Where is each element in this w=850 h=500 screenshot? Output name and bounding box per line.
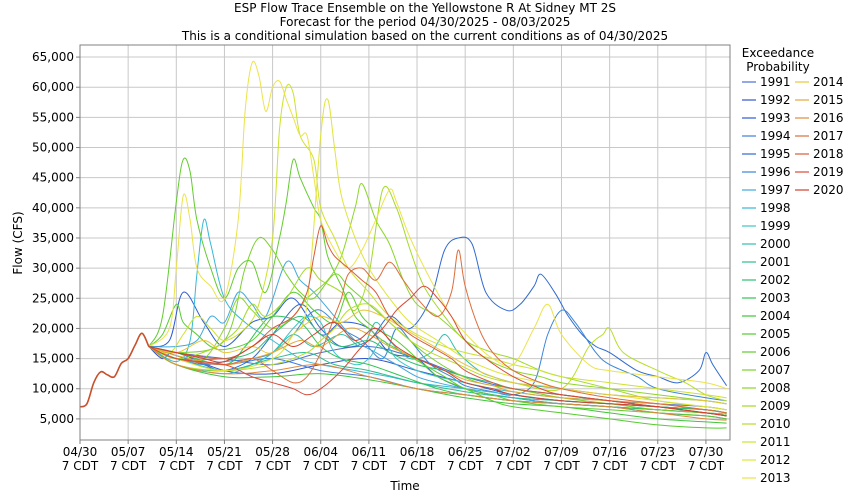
legend-label-2007: 2007: [760, 363, 791, 377]
y-axis-label: Flow (CFS): [11, 211, 25, 274]
x-tick-label-time: 7 CDT: [206, 459, 243, 473]
legend-label-2005: 2005: [760, 327, 791, 341]
series-line-2011: [148, 83, 727, 399]
chart-subtitle-period: Forecast for the period 04/30/2025 - 08/…: [280, 15, 571, 29]
x-tick-label-time: 7 CDT: [399, 459, 436, 473]
x-tick-label-time: 7 CDT: [110, 459, 147, 473]
x-tick-label-time: 7 CDT: [447, 459, 484, 473]
legend-label-2010: 2010: [760, 417, 791, 431]
legend-label-2013: 2013: [760, 471, 791, 485]
legend-label-2002: 2002: [760, 273, 791, 287]
x-tick-label-time: 7 CDT: [688, 459, 725, 473]
x-tick-label-date: 05/14: [159, 445, 194, 459]
legend-label-2009: 2009: [760, 399, 791, 413]
series-lines: [80, 60, 728, 429]
legend-label-1996: 1996: [760, 165, 791, 179]
y-tick-label: 60,000: [32, 80, 74, 94]
legend-label-2003: 2003: [760, 291, 791, 305]
legend-label-2004: 2004: [760, 309, 791, 323]
x-tick-label-time: 7 CDT: [62, 459, 99, 473]
legend-label-1991: 1991: [760, 75, 791, 89]
y-tick-label: 25,000: [32, 291, 74, 305]
legend-label-2011: 2011: [760, 435, 791, 449]
chart-title: ESP Flow Trace Ensemble on the Yellowsto…: [234, 1, 616, 15]
x-tick-label-date: 07/30: [689, 445, 724, 459]
x-tick-label-date: 06/18: [400, 445, 435, 459]
x-tick-label-time: 7 CDT: [591, 459, 628, 473]
legend-label-1992: 1992: [760, 93, 791, 107]
legend-label-2000: 2000: [760, 237, 791, 251]
series-line-2010: [148, 303, 727, 402]
x-tick-label-date: 05/21: [207, 445, 242, 459]
legend-label-2019: 2019: [813, 165, 844, 179]
series-line-2019: [148, 285, 727, 417]
legend-label-2016: 2016: [813, 111, 844, 125]
x-tick-label-date: 06/25: [448, 445, 483, 459]
x-tick-label-date: 06/11: [352, 445, 387, 459]
plot-area: [80, 45, 730, 440]
legend-label-2012: 2012: [760, 453, 791, 467]
legend-label-1999: 1999: [760, 219, 791, 233]
x-tick-label-time: 7 CDT: [254, 459, 291, 473]
series-line-2013: [148, 60, 727, 390]
legend-label-1993: 1993: [760, 111, 791, 125]
y-tick-label: 35,000: [32, 231, 74, 245]
y-tick-label: 45,000: [32, 171, 74, 185]
series-line-2004: [148, 346, 727, 424]
x-tick-label-time: 7 CDT: [543, 459, 580, 473]
series-line-2005: [148, 291, 727, 429]
x-tick-label-time: 7 CDT: [303, 459, 340, 473]
series-line-common-start: [80, 332, 150, 408]
legend: 1991 1992 1993 1994 1995 1996 1997 1998 1999 2000…: [742, 75, 844, 485]
series-line-2016: [148, 346, 727, 421]
legend-label-2008: 2008: [760, 381, 791, 395]
y-tick-label: 30,000: [32, 261, 74, 275]
legend-label-2006: 2006: [760, 345, 791, 359]
chart-subtitle-conditions: This is a conditional simulation based o…: [181, 29, 668, 43]
legend-label-1995: 1995: [760, 147, 791, 161]
legend-label-2001: 2001: [760, 255, 791, 269]
x-tick-label-date: 05/07: [111, 445, 146, 459]
x-tick-label-time: 7 CDT: [640, 459, 677, 473]
y-axis-ticks: 5,000 10,000 15,000 20,000 25,000 30,000 35,00…: [32, 50, 80, 426]
x-tick-label-date: 07/23: [640, 445, 675, 459]
legend-label-2017: 2017: [813, 129, 844, 143]
y-tick-label: 50,000: [32, 141, 74, 155]
x-tick-label-time: 7 CDT: [158, 459, 195, 473]
x-tick-label-date: 05/28: [255, 445, 290, 459]
x-tick-label-date: 07/09: [544, 445, 579, 459]
x-tick-label-date: 06/04: [303, 445, 338, 459]
x-tick-label-date: 07/02: [496, 445, 531, 459]
x-tick-label-date: 04/30: [63, 445, 98, 459]
legend-label-1997: 1997: [760, 183, 791, 197]
legend-label-1994: 1994: [760, 129, 791, 143]
legend-label-1998: 1998: [760, 201, 791, 215]
legend-title-line2: Probability: [746, 60, 809, 74]
x-tick-label-date: 07/16: [592, 445, 627, 459]
legend-label-2015: 2015: [813, 93, 844, 107]
series-line-2020: [148, 321, 727, 417]
y-tick-label: 20,000: [32, 321, 74, 335]
x-tick-label-time: 7 CDT: [351, 459, 388, 473]
y-tick-label: 5,000: [40, 412, 74, 426]
legend-label-2020: 2020: [813, 183, 844, 197]
x-axis-label: Time: [389, 479, 419, 493]
series-line-2017: [148, 249, 727, 414]
legend-label-2018: 2018: [813, 147, 844, 161]
series-line-1995: [148, 236, 728, 386]
legend-label-2014: 2014: [813, 75, 844, 89]
plot-border: [79, 44, 731, 441]
x-tick-label-time: 7 CDT: [495, 459, 532, 473]
y-tick-label: 10,000: [32, 382, 74, 396]
y-tick-label: 55,000: [32, 110, 74, 124]
legend-title-line1: Exceedance: [742, 46, 814, 60]
y-tick-label: 15,000: [32, 352, 74, 366]
y-tick-label: 40,000: [32, 201, 74, 215]
series-line-2014: [148, 309, 727, 405]
y-tick-label: 65,000: [32, 50, 74, 64]
